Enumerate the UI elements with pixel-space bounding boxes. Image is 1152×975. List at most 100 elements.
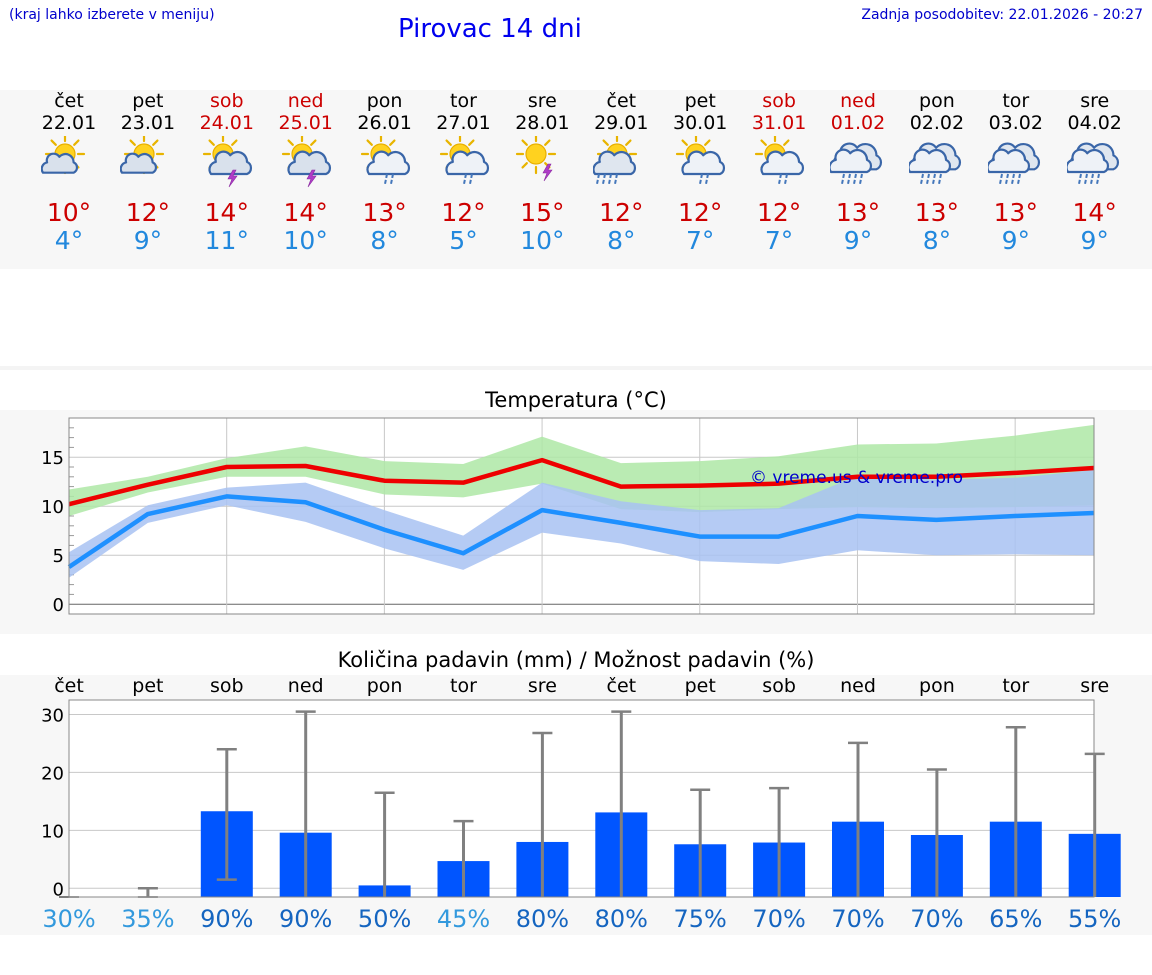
- precip-probability: 70%: [910, 905, 963, 933]
- day-date: 26.01: [357, 112, 412, 134]
- day-column: sob 31.01 12° 7°: [739, 90, 819, 269]
- sun-cloud-icon: [41, 136, 86, 175]
- temp-min: 9°: [1080, 226, 1109, 255]
- y-tick-label: 10: [41, 497, 64, 518]
- precip-day-label: sre: [528, 675, 557, 697]
- precip-day-label: sob: [210, 675, 244, 697]
- day-name: ned: [287, 90, 324, 112]
- day-date: 02.02: [909, 112, 965, 134]
- precip-probability: 90%: [200, 905, 253, 933]
- precip-probability: 50%: [358, 905, 411, 933]
- temp-min: 9°: [133, 226, 163, 255]
- day-name: sre: [1080, 90, 1110, 112]
- precip-probability: 35%: [121, 905, 174, 933]
- precip-day-label: pet: [132, 675, 163, 697]
- separator: [0, 366, 1152, 370]
- precip-day-label: tor: [1002, 675, 1029, 697]
- temp-max: 13°: [835, 198, 881, 227]
- temp-min: 9°: [1001, 226, 1030, 255]
- menu-hint: (kraj lahko izberete v meniju): [9, 7, 215, 23]
- day-name: pet: [684, 90, 716, 112]
- min-temp-line: [67, 494, 1095, 569]
- precip-probability: 30%: [42, 905, 95, 933]
- sun-cloud-icon: [119, 136, 164, 175]
- sun-cloud-rain-icon: [754, 136, 805, 185]
- precip-day-label: sre: [1080, 675, 1109, 697]
- cloud-rain-icon: [830, 142, 883, 185]
- precip-probability: 90%: [279, 905, 332, 933]
- day-name: pon: [919, 90, 955, 112]
- day-date: 22.01: [41, 112, 97, 134]
- day-name: sob: [762, 90, 796, 112]
- temp-min: 10°: [520, 226, 565, 255]
- day-column: ned 25.01 14° 10°: [266, 90, 346, 269]
- cloud-rain-icon: [1066, 142, 1119, 185]
- temp-min: 11°: [204, 226, 249, 255]
- precip-probability: 65%: [989, 905, 1042, 933]
- sun-cloud-rain-icon: [439, 136, 489, 185]
- day-column: pet 30.01 12° 7°: [660, 90, 740, 269]
- temp-min: 4°: [54, 226, 84, 255]
- day-column: sre 04.02 14° 9°: [1055, 90, 1135, 269]
- temp-min: 10°: [283, 226, 328, 255]
- day-column: tor 03.02 13° 9°: [976, 90, 1056, 269]
- cloud-rain-icon: [908, 142, 961, 185]
- precip-day-label: pet: [685, 675, 716, 697]
- temp-min: 7°: [764, 226, 794, 255]
- temp-max: 13°: [993, 198, 1038, 227]
- page-title: Pirovac 14 dni: [398, 14, 582, 44]
- day-name: tor: [450, 90, 477, 112]
- day-column: pon 26.01 13° 8°: [345, 90, 425, 269]
- y-tick-label: 5: [53, 546, 64, 567]
- plot-frame: [68, 699, 1095, 898]
- temperature-chart-title: Temperatura (°C): [485, 388, 667, 412]
- day-date: 04.02: [1067, 112, 1122, 134]
- sun-cloud-rain-icon: [360, 136, 410, 185]
- day-name: čet: [54, 90, 84, 112]
- day-column: sob 24.01 14° 11°: [187, 90, 267, 269]
- precip-probability: 55%: [1068, 905, 1121, 933]
- precip-day-label: čet: [607, 675, 637, 697]
- day-name: tor: [1002, 90, 1030, 112]
- temp-max: 14°: [1072, 198, 1117, 227]
- sun-thunder-icon: [516, 136, 557, 182]
- day-date: 03.02: [988, 112, 1043, 134]
- plot-frame: [68, 417, 1095, 615]
- max-temp-line: [68, 457, 1095, 507]
- precip-day-label: pon: [919, 675, 955, 697]
- y-tick-label: 15: [41, 448, 64, 469]
- temp-max: 13°: [362, 198, 407, 227]
- sun-cloud-rain-icon: [676, 136, 726, 185]
- day-column: čet 29.01 12° 8°: [581, 90, 661, 269]
- precipitation-chart: čet pet sob ned pon tor sre čet pet sob ned pon tor s…: [41, 675, 1121, 933]
- day-name: pon: [366, 90, 403, 112]
- precip-probability: 45%: [437, 905, 490, 933]
- day-name: pet: [132, 90, 164, 112]
- sun-cloud-heavy-rain-icon: [593, 136, 638, 185]
- daily-forecast-panel: čet 22.01 10° 4° pet 23.01 12° 9° sob 24.01 14° 11°…: [0, 90, 1152, 269]
- sun-cloud-thunder-icon: [281, 136, 331, 188]
- precip-day-label: ned: [288, 675, 324, 697]
- day-date: 23.01: [120, 112, 176, 134]
- precipitation-chart-title: Količina padavin (mm) / Možnost padavin …: [337, 648, 815, 672]
- temp-max: 14°: [283, 198, 328, 227]
- temp-max: 15°: [520, 198, 565, 227]
- day-column: sre 28.01 15° 10°: [502, 90, 582, 269]
- day-name: ned: [840, 90, 876, 112]
- day-column: pet 23.01 12° 9°: [108, 90, 188, 269]
- temp-min: 8°: [607, 226, 636, 255]
- y-tick-label: 30: [41, 705, 64, 726]
- temp-max: 14°: [204, 198, 249, 227]
- day-column: čet 22.01 10° 4°: [29, 90, 109, 269]
- temp-min: 5°: [449, 226, 478, 255]
- last-update: Zadnja posodobitev: 22.01.2026 - 20:27: [861, 7, 1143, 23]
- temp-max: 10°: [46, 198, 92, 227]
- day-column: pon 02.02 13° 8°: [897, 90, 977, 269]
- precip-day-label: ned: [840, 675, 876, 697]
- temperature-chart: 0 5 10 15 © vreme.us & vreme.pro: [41, 417, 1095, 616]
- temp-max: 12°: [756, 198, 802, 227]
- temp-max: 12°: [125, 198, 171, 227]
- day-date: 28.01: [515, 112, 570, 134]
- y-tick-label: 0: [53, 595, 64, 616]
- precip-day-label: čet: [54, 675, 84, 697]
